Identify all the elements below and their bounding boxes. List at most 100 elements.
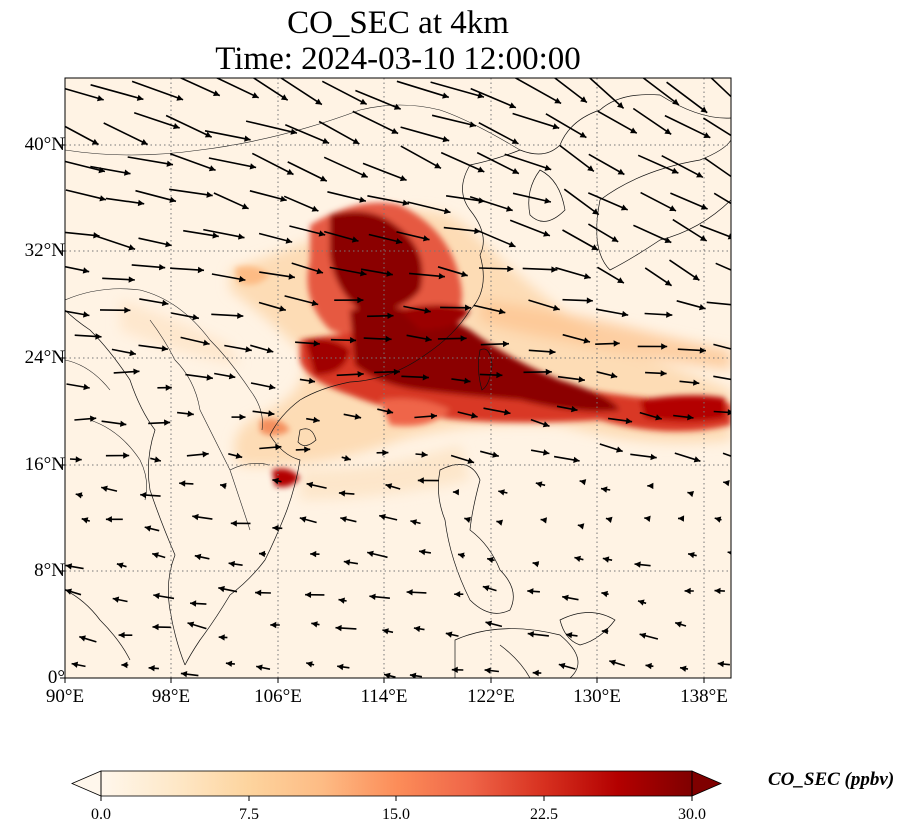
wind-vector bbox=[65, 87, 104, 101]
wind-vector bbox=[633, 224, 672, 244]
wind-vector bbox=[321, 80, 368, 106]
wind-vector-head bbox=[272, 477, 279, 485]
wind-vector-head bbox=[251, 92, 259, 99]
wind-vector-head bbox=[161, 345, 168, 352]
wind-vector-head bbox=[385, 335, 392, 343]
gridlines bbox=[65, 78, 731, 678]
y-tick-label: 32°N bbox=[24, 240, 65, 261]
colorbar bbox=[70, 770, 723, 801]
wind-vector-head bbox=[532, 669, 539, 677]
wind-vector bbox=[431, 114, 477, 127]
wind-vector-head bbox=[617, 102, 624, 109]
wind-vector-head bbox=[124, 307, 131, 314]
wind-vector-head bbox=[454, 591, 461, 598]
country-borders bbox=[65, 104, 521, 531]
wind-vector-head bbox=[647, 482, 654, 490]
wind-vector-head bbox=[239, 413, 246, 421]
wind-vector-head bbox=[190, 600, 197, 607]
wind-vector-head bbox=[645, 662, 652, 670]
wind-vector-head bbox=[395, 238, 403, 245]
wind-vector-head bbox=[65, 588, 72, 595]
x-tick-label: 122°E bbox=[467, 686, 515, 707]
wind-vector-head bbox=[305, 591, 312, 598]
wind-vector bbox=[553, 78, 588, 104]
wind-vector-head bbox=[280, 195, 287, 202]
wind-vector bbox=[280, 78, 323, 106]
wind-vector-head bbox=[634, 561, 641, 568]
wind-vector bbox=[587, 192, 629, 211]
wind-vector-head bbox=[423, 235, 430, 242]
wind-vector-head bbox=[91, 138, 99, 145]
wind-vector-head bbox=[458, 552, 465, 559]
wind-vector-head bbox=[723, 480, 730, 487]
wind-vector bbox=[715, 262, 731, 271]
wind-vector-head bbox=[699, 304, 706, 311]
wind-vector-head bbox=[460, 335, 467, 342]
wind-vector-head bbox=[532, 561, 540, 568]
wind-vector-head bbox=[451, 666, 458, 673]
wind-vector-head bbox=[225, 660, 233, 667]
wind-vector-head bbox=[116, 562, 124, 569]
wind-vector-head bbox=[316, 268, 323, 275]
colorbar-tick-label: 15.0 bbox=[382, 806, 410, 823]
wind-vector-head bbox=[445, 631, 453, 638]
wind-vector-head bbox=[678, 515, 685, 522]
wind-vector-head bbox=[194, 553, 202, 561]
wind-vector bbox=[478, 121, 519, 145]
wind-vector-head bbox=[165, 384, 172, 391]
wind-vector-head bbox=[140, 491, 147, 499]
wind-vector-head bbox=[256, 664, 263, 671]
wind-vector-head bbox=[714, 516, 722, 523]
wind-vector-head bbox=[176, 94, 184, 101]
wind-vector-head bbox=[75, 456, 82, 463]
wind-vector-head bbox=[484, 667, 491, 674]
wind-vector-head bbox=[357, 371, 364, 378]
wind-vector-head bbox=[498, 308, 506, 315]
wind-vector bbox=[562, 229, 599, 251]
wind-vector-head bbox=[540, 517, 547, 524]
wind-vector bbox=[105, 197, 145, 205]
wind-vector-head bbox=[218, 585, 225, 593]
wind-vector-head bbox=[386, 270, 393, 277]
y-tick-label: 16°N bbox=[24, 454, 65, 475]
wind-vector bbox=[670, 192, 708, 210]
wind-vector-head bbox=[714, 587, 721, 595]
wind-vector-head bbox=[272, 524, 279, 532]
wind-vector bbox=[65, 125, 99, 146]
wind-vector-head bbox=[553, 304, 560, 311]
wind-vector-head bbox=[120, 420, 127, 427]
wind-vector-head bbox=[558, 662, 566, 670]
wind-vector-head bbox=[153, 592, 160, 600]
wind-vector-head bbox=[197, 266, 204, 274]
wind-vector-head bbox=[430, 413, 437, 420]
wind-vector-head bbox=[202, 451, 209, 458]
wind-vector-head bbox=[661, 343, 668, 350]
wind-vector-head bbox=[409, 672, 417, 678]
wind-vector-head bbox=[123, 452, 130, 459]
wind-vector-head bbox=[128, 244, 136, 251]
wind-vector-head bbox=[625, 417, 633, 425]
x-tick-label: 114°E bbox=[360, 686, 408, 707]
wind-vector-head bbox=[357, 296, 364, 304]
wind-vector-head bbox=[443, 207, 451, 215]
wind-vector bbox=[213, 192, 249, 210]
wind-vector-head bbox=[164, 419, 171, 426]
wind-vector-head bbox=[696, 171, 703, 178]
wind-vector-head bbox=[304, 446, 311, 453]
wind-vector-head bbox=[83, 311, 90, 318]
wind-vector-head bbox=[664, 128, 672, 135]
wind-vector-head bbox=[613, 340, 620, 347]
wind-vector-head bbox=[485, 620, 493, 627]
wind-vector-head bbox=[638, 599, 645, 606]
wind-vector-head bbox=[359, 98, 367, 105]
y-tick-label: 40°N bbox=[24, 134, 65, 155]
wind-vector-head bbox=[492, 451, 499, 458]
wind-vector-head bbox=[609, 659, 616, 666]
wind-vector-head bbox=[187, 621, 195, 628]
wind-vector bbox=[318, 120, 360, 145]
wind-vector bbox=[90, 165, 131, 175]
wind-vector-head bbox=[192, 513, 199, 521]
wind-vector-head bbox=[352, 138, 360, 144]
wind-vector-head bbox=[617, 277, 624, 284]
wind-vector-head bbox=[417, 477, 424, 484]
